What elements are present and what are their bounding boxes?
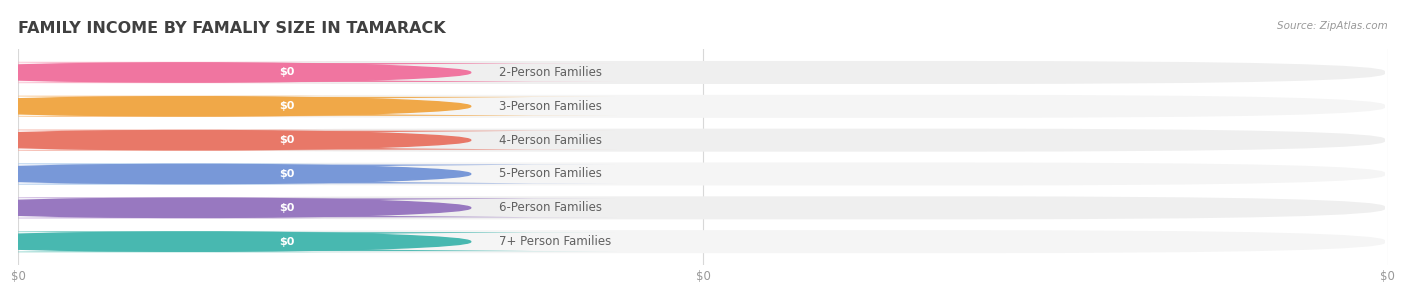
FancyBboxPatch shape bbox=[0, 198, 617, 217]
FancyBboxPatch shape bbox=[0, 62, 415, 83]
FancyBboxPatch shape bbox=[21, 230, 1385, 253]
FancyBboxPatch shape bbox=[0, 163, 415, 185]
Text: 4-Person Families: 4-Person Families bbox=[499, 134, 602, 147]
FancyBboxPatch shape bbox=[0, 197, 415, 218]
FancyBboxPatch shape bbox=[0, 131, 617, 150]
Ellipse shape bbox=[0, 131, 471, 150]
Text: $0: $0 bbox=[278, 67, 294, 77]
FancyBboxPatch shape bbox=[21, 163, 1385, 185]
FancyBboxPatch shape bbox=[21, 196, 1385, 219]
Text: 5-Person Families: 5-Person Families bbox=[499, 167, 602, 181]
Text: 6-Person Families: 6-Person Families bbox=[499, 201, 602, 214]
FancyBboxPatch shape bbox=[0, 164, 617, 184]
Ellipse shape bbox=[0, 63, 471, 82]
Text: $0: $0 bbox=[278, 101, 294, 111]
Text: $0: $0 bbox=[278, 169, 294, 179]
Ellipse shape bbox=[0, 164, 471, 184]
Text: 2-Person Families: 2-Person Families bbox=[499, 66, 602, 79]
FancyBboxPatch shape bbox=[21, 61, 1385, 84]
FancyBboxPatch shape bbox=[21, 95, 1385, 118]
FancyBboxPatch shape bbox=[0, 63, 617, 82]
Ellipse shape bbox=[0, 97, 471, 116]
Ellipse shape bbox=[0, 198, 471, 217]
Text: Source: ZipAtlas.com: Source: ZipAtlas.com bbox=[1277, 21, 1388, 31]
FancyBboxPatch shape bbox=[0, 130, 415, 151]
Text: $0: $0 bbox=[278, 135, 294, 145]
FancyBboxPatch shape bbox=[21, 129, 1385, 152]
Text: 3-Person Families: 3-Person Families bbox=[499, 100, 602, 113]
Text: FAMILY INCOME BY FAMALIY SIZE IN TAMARACK: FAMILY INCOME BY FAMALIY SIZE IN TAMARAC… bbox=[18, 21, 446, 36]
FancyBboxPatch shape bbox=[0, 97, 617, 116]
FancyBboxPatch shape bbox=[0, 232, 617, 251]
FancyBboxPatch shape bbox=[0, 96, 415, 117]
Text: 7+ Person Families: 7+ Person Families bbox=[499, 235, 612, 248]
Text: $0: $0 bbox=[278, 237, 294, 247]
Ellipse shape bbox=[0, 232, 471, 251]
FancyBboxPatch shape bbox=[0, 231, 415, 252]
Text: $0: $0 bbox=[278, 203, 294, 213]
